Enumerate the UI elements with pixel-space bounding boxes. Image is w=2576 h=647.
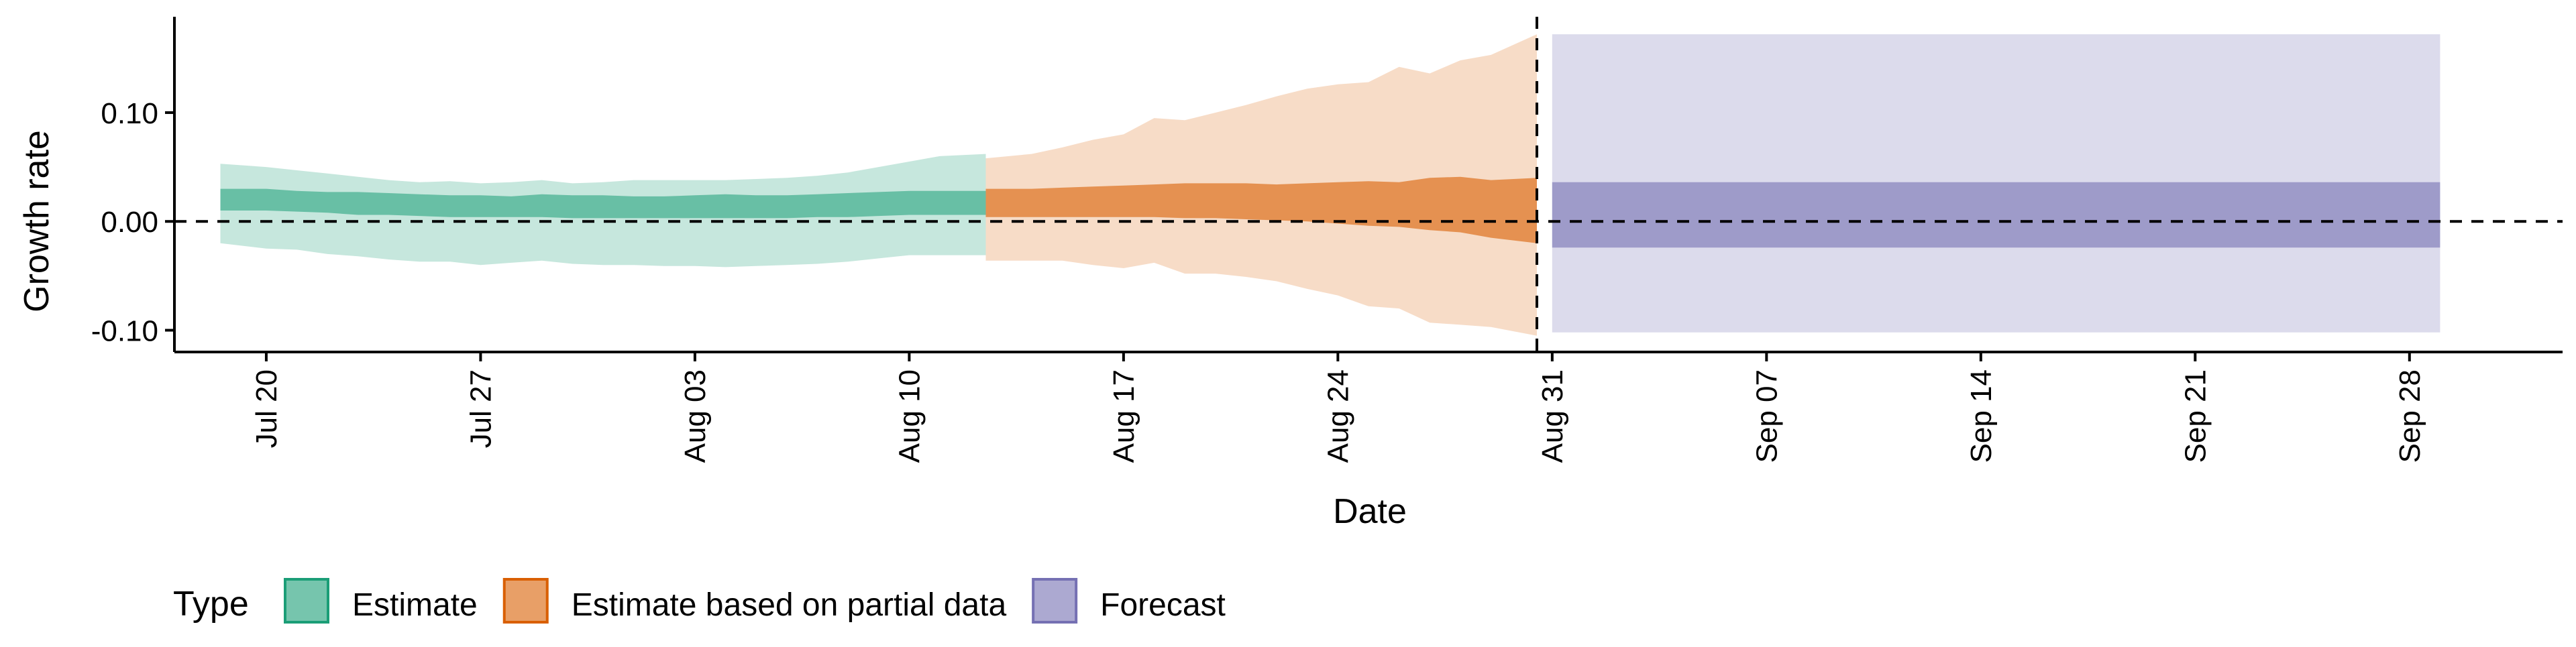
x-tick-label: Sep 07 [1750,369,1783,463]
band-inner-2 [1552,182,2440,248]
x-tick-label: Jul 27 [464,369,497,448]
legend-label-0: Estimate [352,587,478,623]
legend: Type Estimate Estimate based on partial d… [173,578,1226,624]
y-axis-title: Growth rate [17,130,56,312]
x-tick-label: Aug 03 [679,369,712,463]
band-inner-1 [985,176,1537,243]
y-tick-label: -0.10 [91,315,158,348]
legend-title: Type [173,585,249,624]
legend-swatch-1 [502,578,549,624]
x-tick-label: Aug 31 [1536,369,1569,463]
legend-label-1: Estimate based on partial data [572,587,1007,623]
band-inner-0 [220,188,986,219]
legend-swatch-0 [284,578,329,624]
x-tick-label: Sep 28 [2394,369,2426,463]
x-axis-title: Date [1333,492,1407,531]
legend-swatch-2 [1032,578,1078,624]
legend-label-2: Forecast [1100,587,1226,623]
x-tick-label: Sep 21 [2179,369,2212,463]
axes-layer: -0.10 0.00 0.10 Jul 20 Jul 27 Aug 03 Aug 10 Aug… [91,17,2563,463]
y-tick-label: 0.10 [101,97,158,130]
x-tick-label: Sep 14 [1965,369,1998,463]
bands-layer [220,34,2440,336]
y-tick-label: 0.00 [101,206,158,239]
x-tick-label: Aug 17 [1108,369,1140,463]
x-tick-label: Aug 10 [893,369,926,463]
x-tick-label: Aug 24 [1322,369,1354,463]
x-tick-label: Jul 20 [250,369,283,448]
